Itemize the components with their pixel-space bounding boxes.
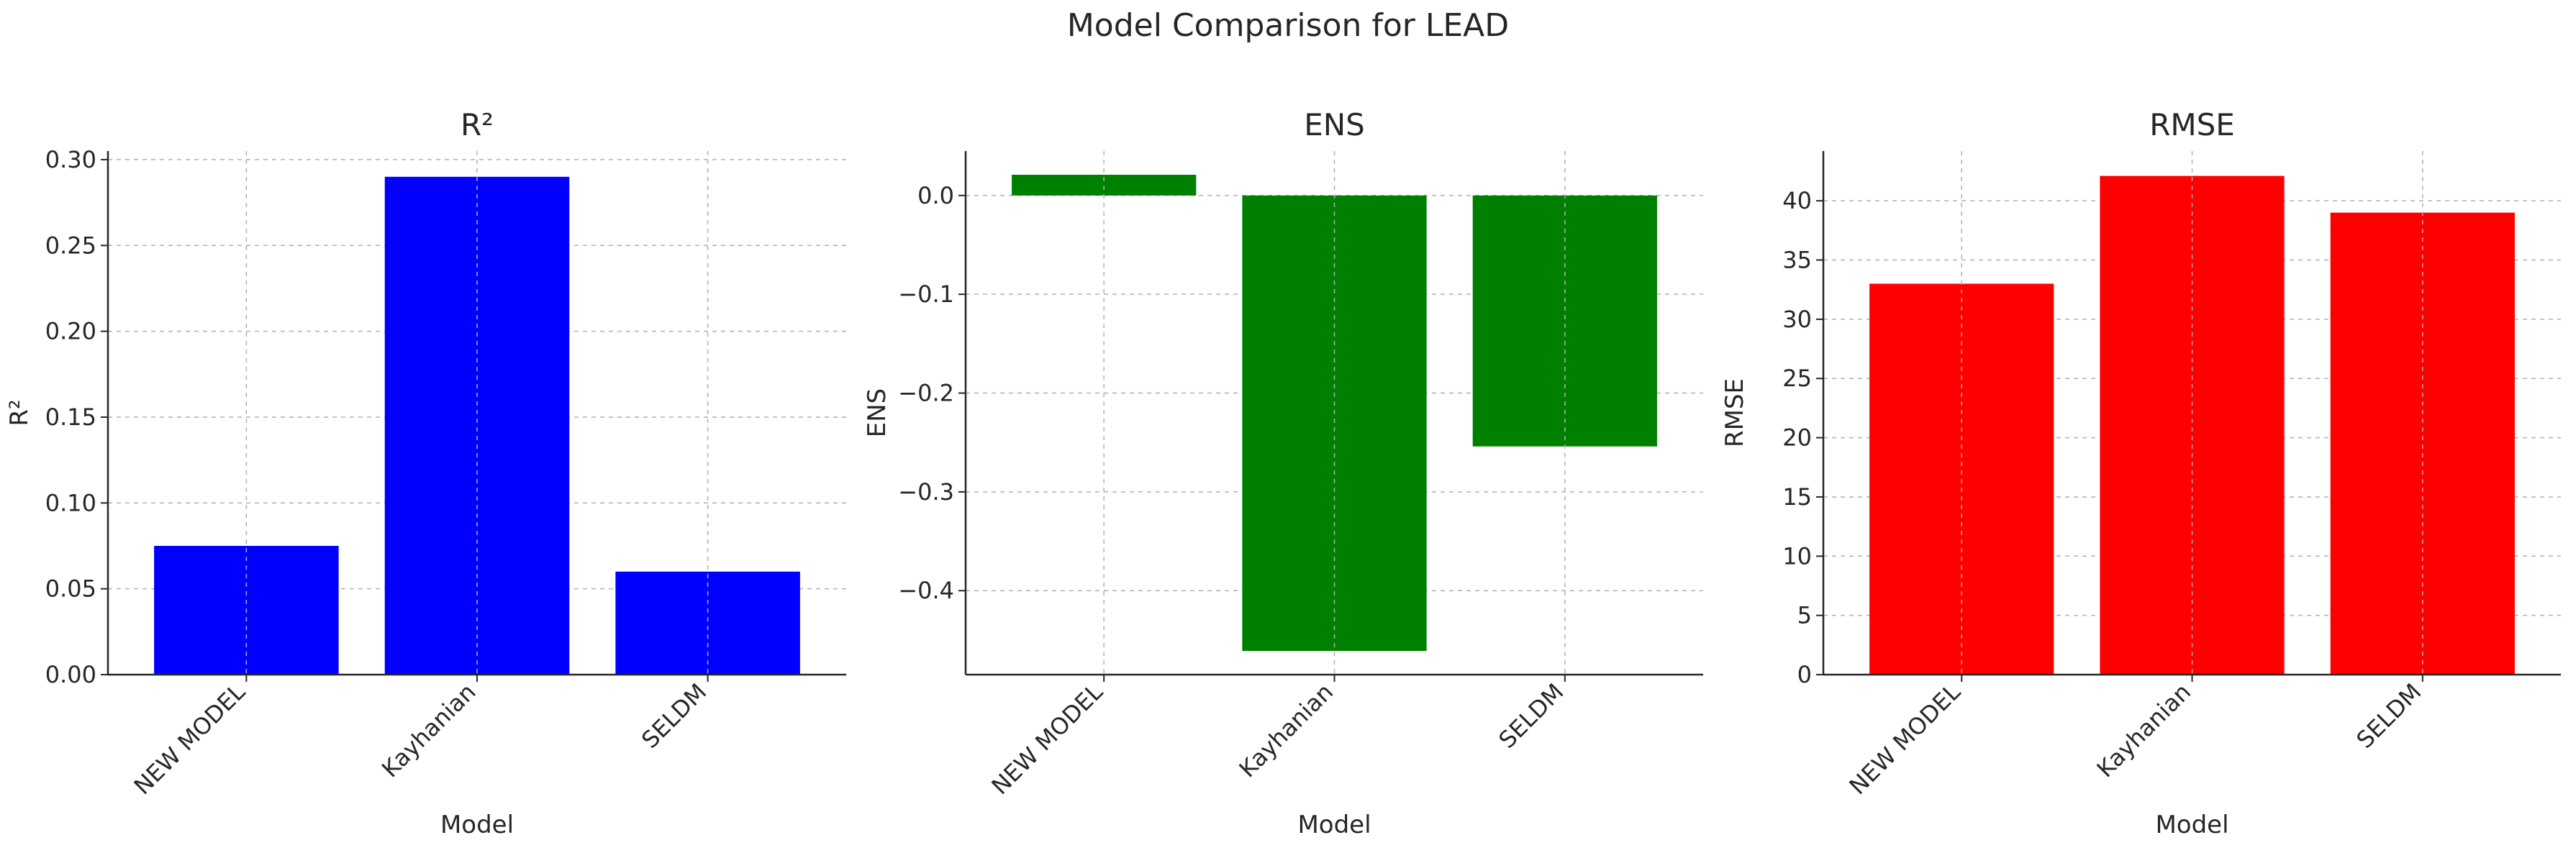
y-tick-label: 10 — [1782, 542, 1812, 570]
y-tick-label: 0.30 — [45, 146, 96, 173]
bar-kayhanian — [2100, 175, 2285, 675]
x-tick-label: Kayhanian — [2092, 678, 2197, 783]
x-tick-label: SELDM — [636, 678, 712, 754]
chart-panel-2: −0.4 −0.3 −0.2 −0.1 0.0 NEW MODEL Kayhanian SEL… — [863, 107, 1703, 839]
x-axis-label: Model — [440, 811, 514, 839]
y-tick-label: 0.15 — [45, 403, 96, 431]
y-tick-label: 0.00 — [45, 661, 96, 688]
y-axis-label: ENS — [863, 388, 892, 438]
chart-title: RMSE — [2149, 107, 2235, 142]
y-tick-label: 0.20 — [45, 318, 96, 345]
y-tick-label: 30 — [1782, 306, 1812, 333]
figure-suptitle: Model Comparison for LEAD — [1067, 7, 1509, 44]
y-tick-label: 0.25 — [45, 232, 96, 259]
y-tick-label: 0.05 — [45, 575, 96, 603]
x-tick-label: SELDM — [2351, 678, 2426, 754]
chart-panel-3: 0 5 10 15 20 25 30 35 40 NEW MODEL Kayhanian SELDM R… — [1720, 107, 2561, 839]
y-tick-label: 0 — [1797, 661, 1812, 688]
chart-title: R² — [461, 107, 494, 142]
x-axis-label: Model — [1297, 811, 1371, 839]
x-tick-label: NEW MODEL — [129, 678, 250, 800]
y-tick-label: 0.10 — [45, 489, 96, 516]
x-tick-label: Kayhanian — [376, 678, 481, 783]
chart-title: ENS — [1304, 107, 1365, 142]
y-tick-label: −0.3 — [898, 478, 954, 506]
y-tick-label: 15 — [1782, 483, 1812, 511]
chart-panel-1: 0.00 0.05 0.10 0.15 0.20 0.25 0.30 NEW MODEL Kay… — [5, 107, 846, 839]
y-axis-label: R² — [5, 399, 34, 426]
y-tick-label: 0.0 — [917, 182, 954, 209]
y-tick-label: −0.2 — [898, 380, 954, 407]
y-tick-label: −0.1 — [898, 280, 954, 308]
y-tick-label: 25 — [1782, 365, 1812, 392]
x-tick-label: Kayhanian — [1234, 678, 1339, 783]
bar-seldm — [615, 571, 800, 675]
x-axis-label: Model — [2155, 811, 2228, 839]
y-tick-label: 35 — [1782, 247, 1812, 274]
y-tick-label: 5 — [1797, 602, 1812, 629]
y-axis-label: RMSE — [1720, 378, 1749, 447]
x-tick-label: NEW MODEL — [987, 678, 1108, 800]
y-tick-label: −0.4 — [898, 577, 954, 604]
x-tick-label: SELDM — [1493, 678, 1569, 754]
y-tick-label: 40 — [1782, 187, 1812, 214]
x-tick-label: NEW MODEL — [1844, 678, 1966, 800]
y-tick-label: 20 — [1782, 424, 1812, 452]
bar-seldm — [1472, 195, 1657, 447]
